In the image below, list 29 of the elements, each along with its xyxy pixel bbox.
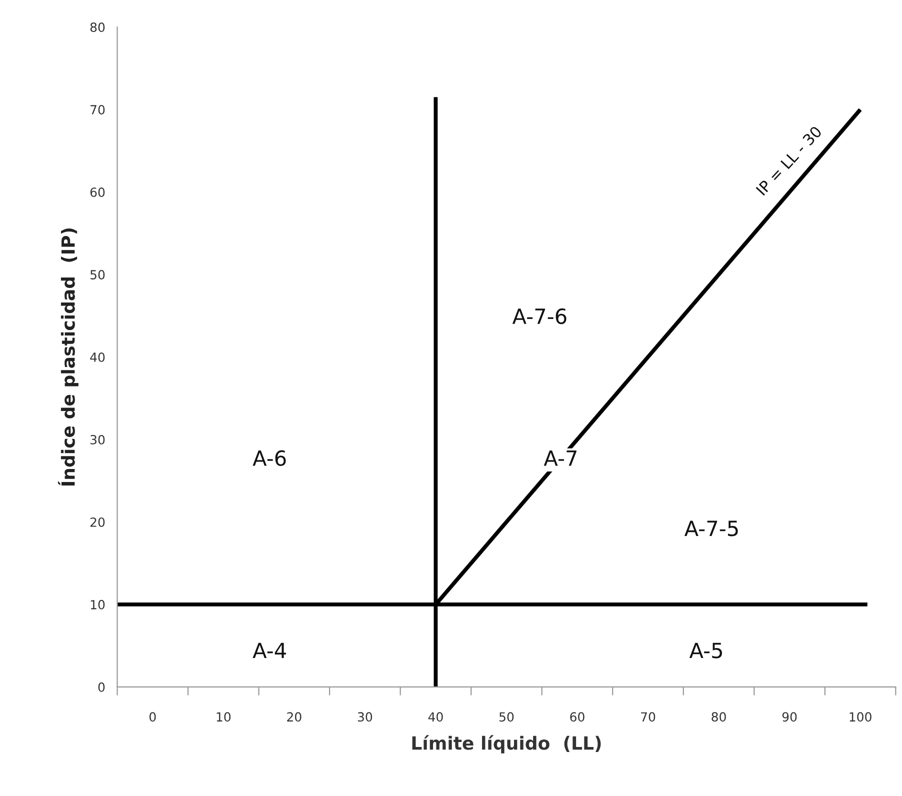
y-tick-label: 30	[90, 434, 105, 444]
y-tick-label: 80	[90, 22, 105, 32]
x-tick-label: 80	[712, 712, 726, 722]
x-tick-label: 30	[358, 712, 372, 722]
y-tick-label: 60	[90, 188, 105, 197]
y-tick-label: 40	[90, 352, 105, 362]
annotation: A-7-6	[512, 308, 566, 324]
y-tick-label: 0	[98, 682, 105, 692]
x-tick-label: 20	[287, 712, 302, 722]
x-tick-label: 90	[782, 712, 797, 722]
y-tick-label: 50	[90, 270, 105, 280]
annotation: A-7-5	[684, 520, 738, 536]
x-tick-label: 70	[641, 712, 656, 722]
x-tick-label: 60	[570, 712, 584, 722]
x-tick-label: 50	[499, 712, 514, 722]
x-tick-label: 0	[149, 712, 156, 722]
y-tick-label: 70	[90, 105, 105, 114]
annotation: A-6	[252, 450, 286, 466]
x-axis-title: Límite líquido (LL)	[412, 735, 601, 754]
y-tick-label: 20	[90, 517, 105, 527]
x-tick-label: 100	[850, 712, 872, 722]
y-tick-label: 10	[90, 600, 105, 610]
y-axis-title: Índice de plasticidad (IP)	[58, 228, 78, 486]
annotation: A-7	[544, 450, 576, 466]
x-tick-label: 10	[216, 712, 231, 722]
annotation: A-4	[252, 642, 286, 658]
annotation: IP = LL - 30	[756, 125, 822, 196]
x-tick-label: 40	[428, 712, 443, 722]
annotation: A-5	[689, 642, 722, 658]
